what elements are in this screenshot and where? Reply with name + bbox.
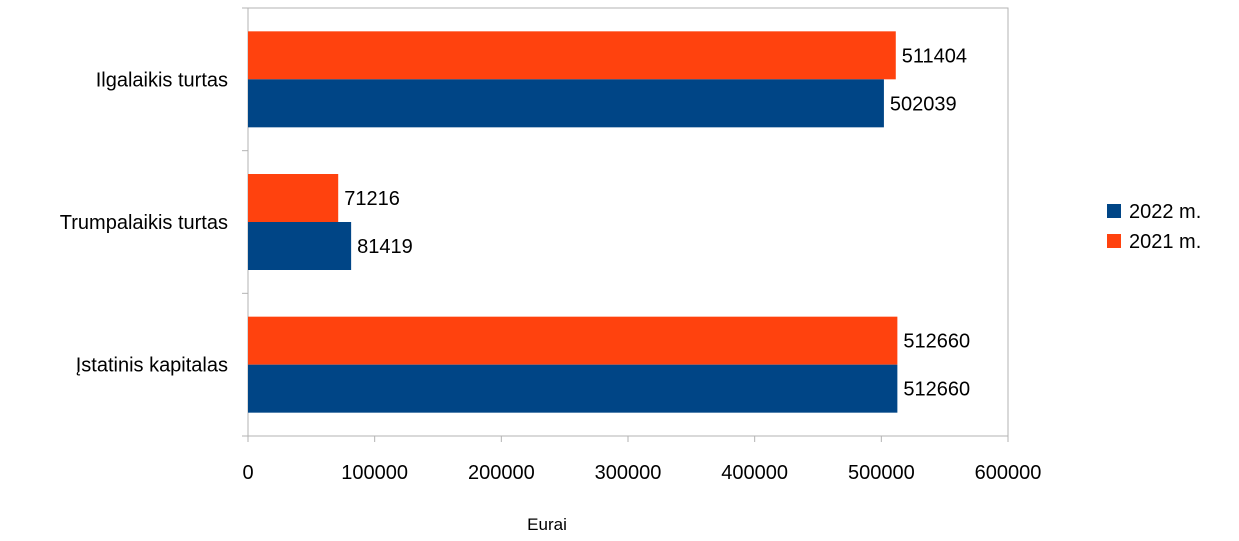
data-label: 502039 [890,93,957,115]
bar [248,316,898,365]
legend-swatch [1107,234,1121,248]
x-tick-label: 0 [242,462,253,484]
x-tick-label: 600000 [975,462,1042,484]
bar [248,174,339,222]
data-label: 512660 [903,379,970,401]
legend-label: 2021 m. [1129,231,1201,253]
bar [248,364,898,413]
x-tick-label: 100000 [341,462,408,484]
bar [248,79,884,128]
x-tick-label: 400000 [721,462,788,484]
y-axis: Ilgalaikis turtas Trumpalaikis turtas Įsta… [60,7,248,437]
data-label: 81419 [357,236,413,258]
x-tick-label: 500000 [848,462,915,484]
data-label: 511404 [902,45,967,67]
bar [248,222,352,270]
legend: 2022 m. 2021 m. [1107,201,1201,253]
bar [248,31,896,80]
x-tick-label: 300000 [595,462,662,484]
category-label: Įstatinis kapitalas [76,355,228,377]
data-label: 512660 [903,331,970,353]
legend-swatch [1107,204,1121,218]
x-axis-title: Eurai [527,515,567,534]
category-label: Ilgalaikis turtas [96,69,228,91]
legend-label: 2022 m. [1129,201,1201,223]
bars [248,31,898,413]
x-tick-label: 200000 [468,462,535,484]
category-label: Trumpalaikis turtas [60,212,228,234]
data-label: 71216 [344,188,400,210]
x-axis: 0 100000 200000 300000 400000 500000 600000 [242,436,1041,484]
data-labels: 511404 502039 71216 81419 512660 512660 [344,45,970,400]
